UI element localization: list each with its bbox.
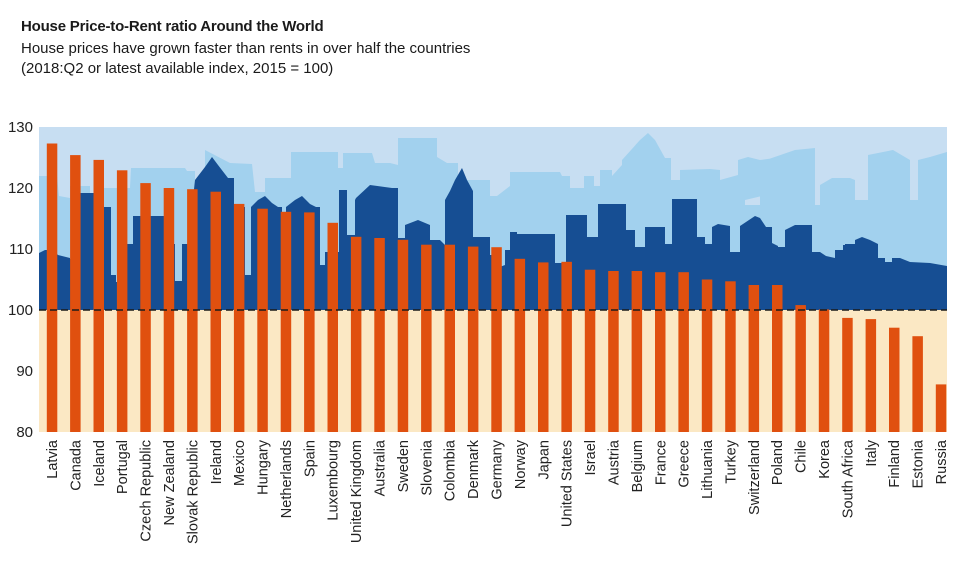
bar-israel — [584, 269, 596, 432]
chart-subtitle: House prices have grown faster than rent… — [21, 39, 470, 79]
bar-ireland — [210, 191, 221, 432]
y-tick-label: 130 — [8, 119, 33, 136]
bar-belgium — [631, 271, 643, 432]
bar-spain — [304, 212, 315, 432]
x-tick-label: United States — [560, 440, 576, 527]
x-tick-label: Slovenia — [419, 439, 435, 496]
x-tick-label: Norway — [513, 439, 529, 489]
x-tick-label: Mexico — [232, 440, 248, 486]
x-tick-label: Finland — [887, 440, 903, 488]
bar-lithuania — [701, 279, 713, 432]
bar-slovak-republic — [187, 189, 198, 432]
x-tick-label: Chile — [794, 440, 810, 473]
bar-slovenia — [421, 244, 432, 432]
x-tick-label: Poland — [770, 440, 786, 485]
x-tick-label: Turkey — [723, 439, 739, 484]
bar-estonia — [912, 336, 923, 432]
bar-portugal — [116, 170, 128, 433]
subtitle-line-2: (2018:Q2 or latest available index, 2015… — [21, 60, 334, 77]
y-tick-label: 120 — [8, 180, 33, 197]
y-tick-label: 110 — [9, 241, 33, 258]
bar-japan — [538, 262, 549, 432]
x-tick-label: Spain — [302, 440, 318, 477]
bar-sweden — [397, 239, 409, 432]
x-tick-label: Hungary — [256, 439, 272, 495]
x-tick-label: Austria — [607, 439, 623, 485]
x-tick-label: Canada — [68, 439, 84, 491]
x-tick-label: France — [653, 440, 669, 485]
bar-czech-republic — [140, 183, 151, 432]
bar-korea — [818, 309, 830, 432]
bar-switzerland — [748, 285, 760, 432]
x-tick-label: United Kingdom — [349, 440, 365, 543]
x-tick-label: Colombia — [443, 439, 459, 501]
bar-colombia — [444, 244, 455, 432]
x-tick-label: Russia — [934, 439, 950, 484]
x-tick-label: South Africa — [840, 439, 856, 518]
bar-austria — [608, 271, 619, 432]
bar-iceland — [93, 159, 104, 432]
bar-netherlands — [280, 211, 292, 432]
x-tick-label: Belgium — [630, 440, 646, 492]
bar-chile — [795, 305, 806, 432]
x-axis: Latvia Canada Iceland Portugal Czech Republi… — [45, 439, 950, 544]
x-tick-label: Estonia — [911, 439, 927, 488]
x-tick-label: Switzerland — [747, 440, 763, 515]
x-tick-label: Israel — [583, 440, 599, 475]
bar-poland — [772, 285, 783, 432]
bar-united-kingdom — [350, 236, 362, 432]
x-tick-label: Germany — [490, 439, 506, 499]
bar-canada — [70, 155, 81, 432]
x-tick-label: Korea — [817, 439, 833, 479]
y-axis: 80 90 100 110 120 130 — [8, 119, 33, 441]
bar-france — [655, 272, 666, 432]
bar-turkey — [725, 281, 736, 432]
x-tick-label: Japan — [536, 440, 552, 480]
x-tick-label: Greece — [677, 440, 693, 488]
x-tick-label: Australia — [373, 439, 389, 496]
bar-greece — [678, 272, 689, 432]
chart-title: House Price-to-Rent ratio Around the Wor… — [21, 18, 324, 35]
x-tick-label: Luxembourg — [326, 440, 342, 521]
bar-luxembourg — [327, 222, 338, 432]
bar-finland — [889, 327, 900, 432]
x-tick-label: Italy — [864, 439, 880, 466]
bar-south-africa — [842, 317, 853, 432]
x-tick-label: New Zealand — [162, 440, 178, 525]
bar-latvia — [46, 143, 58, 432]
x-tick-label: Ireland — [209, 440, 225, 484]
bar-hungary — [257, 208, 268, 432]
bar-germany — [491, 247, 502, 432]
subtitle-line-1: House prices have grown faster than rent… — [21, 40, 471, 57]
x-tick-label: Sweden — [396, 440, 412, 492]
bar-denmark — [467, 246, 479, 432]
bar-italy — [865, 319, 877, 432]
x-tick-label: Latvia — [45, 439, 61, 479]
bars-layer — [46, 143, 947, 433]
bar-mexico — [233, 203, 245, 432]
bar-norway — [514, 258, 526, 432]
x-tick-label: Slovak Republic — [185, 440, 201, 544]
bar-russia — [935, 384, 947, 432]
x-tick-label: Netherlands — [279, 440, 295, 518]
y-tick-label: 90 — [16, 363, 33, 380]
x-tick-label: Lithuania — [700, 439, 716, 499]
x-tick-label: Iceland — [92, 440, 108, 487]
bar-new-zealand — [163, 188, 175, 432]
y-tick-label: 80 — [16, 424, 33, 441]
bar-australia — [374, 238, 385, 432]
x-tick-label: Czech Republic — [139, 440, 155, 542]
x-tick-label: Portugal — [115, 440, 131, 494]
bar-united-states — [561, 261, 572, 432]
x-tick-label: Denmark — [466, 439, 482, 499]
y-tick-label: 100 — [8, 302, 33, 319]
